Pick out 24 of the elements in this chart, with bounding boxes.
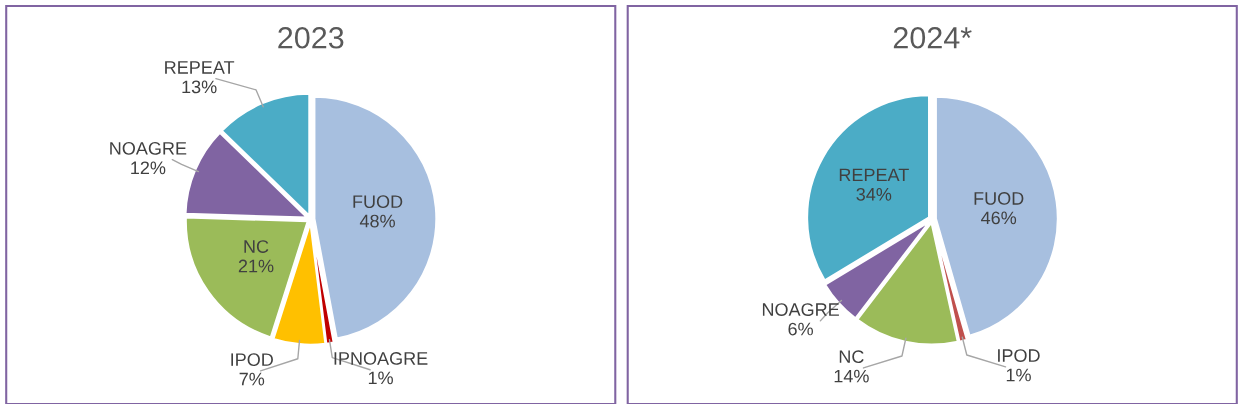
slice-label: REPEAT: [165, 61, 235, 74]
slice-label: IPOD: [231, 353, 273, 366]
slice-label: NC: [244, 240, 269, 253]
slice-label: NC: [839, 350, 864, 364]
data-label: 12%: [131, 161, 166, 175]
data-label: 6%: [788, 322, 813, 336]
data-label: 14%: [834, 369, 869, 383]
data-label: 13%: [182, 80, 217, 94]
slice-label: FUOD: [974, 192, 1024, 205]
slice-label: REPEAT: [839, 168, 909, 182]
chart-title: 2023: [278, 26, 344, 49]
data-label: 48%: [359, 214, 395, 228]
slice-label: IPOD: [998, 349, 1040, 362]
data-label: 34%: [856, 187, 892, 201]
data-label: 1%: [1006, 368, 1031, 382]
data-label: 1%: [368, 371, 393, 385]
slice-label: FUOD: [353, 195, 403, 209]
chart-title: 2024*: [893, 26, 972, 49]
data-label: 7%: [239, 372, 265, 386]
data-label: 46%: [981, 211, 1017, 225]
slice-label: IPNOAGRE: [334, 352, 428, 365]
data-label: 21%: [238, 259, 274, 273]
slice-label: NOAGRE: [762, 303, 839, 316]
slice-label: NOAGRE: [110, 141, 187, 155]
